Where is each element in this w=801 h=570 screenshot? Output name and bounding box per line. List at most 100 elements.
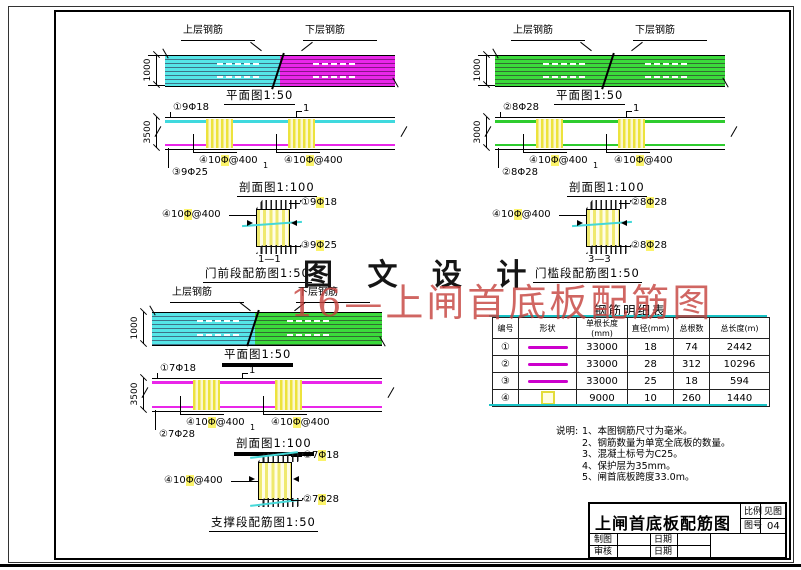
section-cut-mark [626,111,627,118]
tr-section-dim: 3000 [473,120,483,144]
bl-upper-rebar-label: 上层钢筋 [172,287,212,298]
table-cell: ① [492,338,519,356]
tl-section-title: 剖面图1:100 [237,179,317,197]
tr-section-title: 剖面图1:100 [567,179,647,197]
bl-plan-dim: 1000 [130,316,140,340]
note-line: 4、保护层为35mm。 [582,460,676,472]
shape-icon [518,338,577,356]
top-rebar-line [152,381,382,384]
tr-detail-hoop-label: ④10Φ@400 [492,209,551,220]
table-cell: 74 [673,338,710,356]
title-block-line [710,533,711,557]
note-line: 2、钢筋数量为单宽全底板的数量。 [582,437,731,449]
tl-detail-mark: 1—1 [258,254,281,265]
dim-line [486,117,487,148]
leader-line [559,215,586,216]
tl-lower-rebar-label: 下层钢筋 [305,25,345,36]
scale-value: 见图 [764,507,783,517]
leader-line [296,302,370,303]
leader-line [289,246,300,247]
detail-stirrup-zone [258,462,292,500]
break-arrow [621,220,627,226]
rebar-table-title: 钢筋明细表 [594,303,667,318]
table-row: ① 33000 18 74 2442 [492,338,770,356]
phi-symbol: Φ [187,167,196,178]
bar-break-dash [543,76,585,78]
tr-section-cut-sub: 1 [593,161,599,170]
leader-line [619,246,630,247]
break-arrow [293,476,299,482]
lower-rebar-zone [280,56,395,86]
break-arrow [291,220,297,226]
detail-stirrup-zone [256,209,290,247]
leader-line [231,481,258,482]
bar-break-dash [645,76,687,78]
upper-rebar-zone [152,313,255,345]
phi-symbol: Φ [174,429,183,440]
leader-line [511,40,585,41]
table-row: ② 33000 28 312 10296 [492,355,770,373]
title-block-line [677,533,678,557]
straight-bar-icon [527,345,568,349]
detail-stirrup-zone [586,209,620,247]
top-rebar-line [165,120,395,123]
phi-symbol: Φ [646,197,655,208]
tr-detail-mark: 3—3 [588,254,611,265]
section-cut-mark [242,373,248,374]
bar-break-dash [217,76,259,78]
tr-detail-top-bar-label: ②8Φ28 [631,197,667,208]
phi-symbol: Φ [513,209,522,220]
bl-plan-title: 平面图1:50 [222,346,294,367]
tr-detail-title: 门槛段配筋图1:50 [533,265,642,283]
notes-list: 1、本图钢筋尺寸为毫米。 2、钢筋数量为单宽全底板的数量。 3、混凝土标号为C25。… [582,426,731,484]
tr-plan-band [492,48,729,90]
notes-label: 说明: [556,426,579,437]
note-line: 5、闸首底板跨度33.0m。 [582,472,695,483]
phi-symbol: Φ [292,417,301,428]
section-cut-mark [626,111,632,112]
leader-line [155,410,156,430]
phi-symbol: Φ [518,102,527,113]
phi-symbol: Φ [517,167,526,178]
leader-line [291,500,302,501]
tl-detail-hoop-label: ④10Φ@400 [162,209,221,220]
dim-line [156,117,157,148]
drawing-no-label: 图号 [744,521,763,531]
bl-section-bottom-bar-label: ②7Φ28 [159,429,195,440]
tr-detail-figure [572,200,633,254]
tl-plan-dim: 1000 [143,58,153,82]
tl-upper-rebar-label: 上层钢筋 [183,25,223,36]
shape-icon [518,389,577,407]
leader-line [181,40,255,41]
tl-section-marker: 1 [303,103,310,114]
bl-detail-figure [249,451,305,507]
leader-line [633,40,707,41]
date-label: 日期 [654,535,673,545]
bent-bar-line [606,152,650,153]
leader-line [303,40,377,41]
bent-bar-line [193,152,237,153]
scale-label: 比例 [744,507,763,517]
date-label: 日期 [654,547,673,557]
bent-bar-line [523,134,524,153]
bar-break-dash [313,76,355,78]
tr-upper-rebar-label: 上层钢筋 [513,25,553,36]
section-cut-mark [296,111,302,112]
table-cell: 28 [627,355,674,373]
drawing-no-value: 04 [767,521,780,532]
leader-line [170,112,171,118]
bar-break-dash [645,63,687,65]
tr-stirrup-label-a: ④10Φ@400 [529,155,588,166]
phi-symbol: Φ [316,197,325,208]
stirrup-group [288,119,315,148]
table-cell: 594 [709,372,770,390]
table-cell: 33000 [576,372,628,390]
tl-section-dim: 3500 [143,120,153,144]
stirrup-group [193,380,220,410]
shape-icon [518,372,577,390]
tr-section-slab [495,117,725,150]
lower-rebar-zone [255,313,382,345]
bl-detail-top-bar-label: ①7Φ18 [303,450,339,461]
bl-section-marker: 1 [249,365,256,376]
tl-detail-bottom-bar-label: ③9Φ25 [301,240,337,251]
